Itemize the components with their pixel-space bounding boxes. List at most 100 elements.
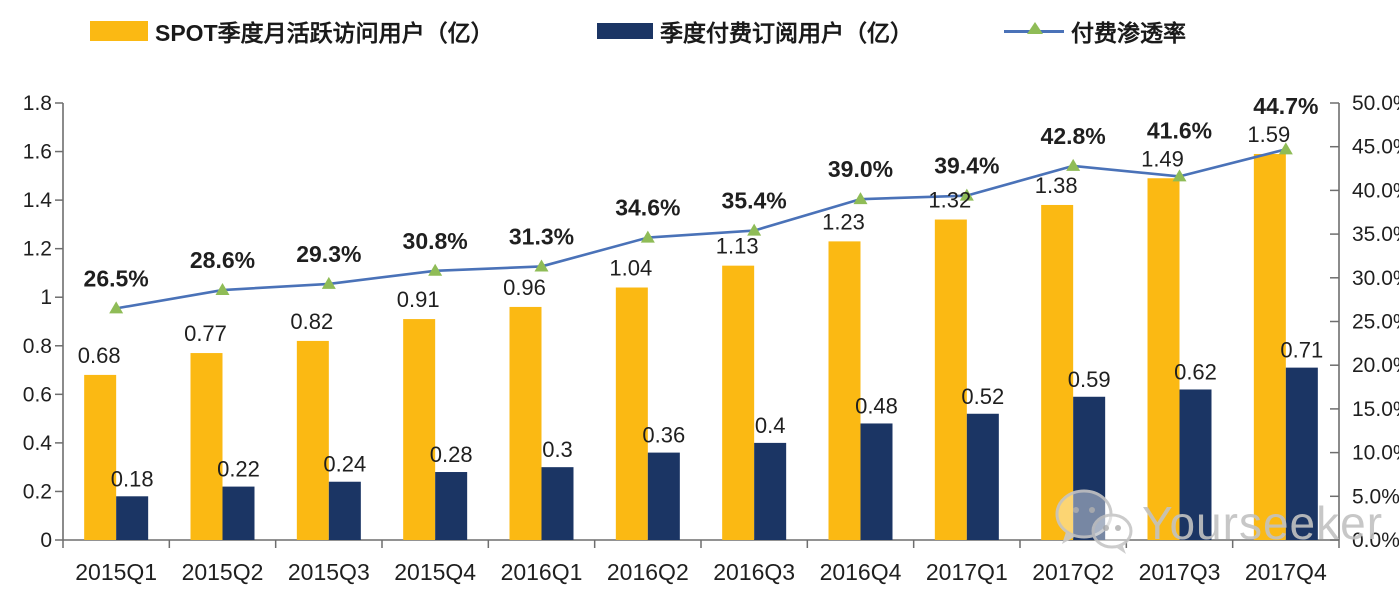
penetration-value-label: 29.3% (296, 241, 361, 267)
right-axis-tick-label: 10.0% (1352, 442, 1399, 465)
subs-bar (222, 486, 255, 540)
mau-bar (296, 340, 329, 540)
left-axis-tick-label: 0.6 (23, 383, 52, 406)
subs-value-label: 0.3 (542, 437, 573, 462)
x-axis-label: 2016Q1 (501, 559, 583, 585)
x-axis-label: 2017Q4 (1245, 559, 1327, 585)
mau-bar (1041, 204, 1074, 540)
penetration-marker (109, 301, 124, 314)
left-axis-tick-label: 1.4 (23, 189, 53, 212)
left-axis-tick-label: 0.4 (23, 432, 53, 455)
left-axis-tick-label: 1 (40, 286, 52, 309)
penetration-value-label: 41.6% (1147, 117, 1212, 143)
subs-value-label: 0.36 (642, 423, 685, 448)
legend-item-mau: SPOT季度月活跃访问用户（亿） (90, 14, 494, 48)
right-axis-tick-label: 0.0% (1352, 529, 1399, 552)
penetration-marker (428, 263, 443, 276)
mau-bar (403, 319, 436, 540)
x-axis-label: 2017Q3 (1139, 559, 1221, 585)
subs-bar (541, 467, 574, 540)
mau-bar (722, 265, 755, 540)
left-axis-tick-label: 0.2 (23, 480, 52, 503)
penetration-marker (959, 188, 974, 201)
penetration-value-label: 26.5% (84, 265, 149, 291)
x-axis-label: 2017Q2 (1032, 559, 1114, 585)
penetration-marker (1066, 158, 1081, 171)
penetration-value-label: 44.7% (1253, 93, 1318, 119)
penetration-value-label: 35.4% (722, 188, 787, 214)
penetration-marker (534, 259, 549, 272)
penetration-line (115, 148, 1287, 310)
right-axis-tick-label: 15.0% (1352, 398, 1399, 421)
subs-bar (966, 413, 999, 540)
penetration-marker (747, 223, 762, 236)
right-axis-tick-label: 50.0% (1352, 92, 1399, 115)
right-axis-tick-label: 5.0% (1352, 485, 1399, 508)
penetration-value-label: 28.6% (190, 247, 255, 273)
penetration-series-swatch (1004, 22, 1064, 38)
x-axis-label: 2015Q2 (182, 559, 264, 585)
left-axis-tick-label: 1.2 (23, 238, 52, 261)
x-axis-label: 2016Q4 (820, 559, 902, 585)
x-axis-label: 2015Q1 (75, 559, 157, 585)
penetration-marker (321, 276, 336, 289)
legend-label-subs: 季度付费订阅用户（亿） (660, 20, 913, 46)
right-axis-tick-label: 40.0% (1352, 179, 1399, 202)
mau-value-label: 0.77 (184, 321, 227, 346)
mau-bar (509, 306, 542, 540)
penetration-marker (1172, 169, 1187, 182)
subs-bar (435, 472, 468, 540)
penetration-value-label: 42.8% (1041, 123, 1106, 149)
subs-value-label: 0.22 (217, 457, 260, 482)
mau-bar (1147, 178, 1180, 540)
subs-bar (1285, 367, 1318, 540)
right-axis-tick-label: 30.0% (1352, 267, 1399, 290)
legend-label-penetration: 付费渗透率 (1071, 20, 1186, 46)
subs-bar (1179, 389, 1212, 540)
left-axis-tick-label: 0 (40, 529, 52, 552)
right-axis-tick-label: 25.0% (1352, 311, 1399, 334)
penetration-value-label: 30.8% (403, 228, 468, 254)
subs-bar (328, 481, 361, 540)
penetration-marker (853, 192, 868, 205)
subs-value-label: 0.28 (430, 442, 473, 467)
legend-item-penetration: 付费渗透率 (1004, 14, 1186, 48)
left-axis-tick-label: 1.8 (23, 92, 52, 115)
left-axis-tick-label: 1.6 (23, 141, 52, 164)
mau-value-label: 0.82 (290, 309, 333, 334)
subs-value-label: 0.62 (1174, 359, 1217, 384)
mau-value-label: 1.38 (1035, 173, 1078, 198)
mau-value-label: 0.96 (503, 275, 546, 300)
subs-value-label: 0.52 (961, 384, 1004, 409)
mau-value-label: 1.59 (1247, 122, 1290, 147)
legend-label-mau: SPOT季度月活跃访问用户（亿） (155, 20, 494, 46)
mau-bar (615, 287, 648, 540)
left-axis-tick-label: 0.8 (23, 335, 52, 358)
x-axis-label: 2016Q2 (607, 559, 689, 585)
mau-bar (828, 241, 861, 540)
mau-value-label: 1.32 (928, 188, 971, 213)
chart-legend: SPOT季度月活跃访问用户（亿） 季度付费订阅用户（亿） 付费渗透率 (0, 0, 1399, 56)
legend-item-subs: 季度付费订阅用户（亿） (597, 14, 913, 48)
subs-value-label: 0.48 (855, 393, 898, 418)
subs-value-label: 0.71 (1280, 338, 1323, 363)
mau-bar (190, 353, 223, 540)
triangle-marker-icon (1027, 22, 1043, 34)
penetration-value-label: 31.3% (509, 223, 574, 249)
subs-bar (116, 496, 149, 540)
right-axis-tick-label: 35.0% (1352, 223, 1399, 246)
mau-bar (84, 374, 117, 540)
penetration-marker (1278, 142, 1293, 155)
x-axis-label: 2016Q3 (713, 559, 795, 585)
x-axis-label: 2015Q3 (288, 559, 370, 585)
mau-bar (1253, 153, 1286, 540)
subs-series-swatch (597, 23, 653, 39)
x-axis-label: 2015Q4 (394, 559, 476, 585)
mau-value-label: 1.04 (609, 256, 652, 281)
mau-bar (934, 219, 967, 541)
mau-value-label: 1.23 (822, 209, 865, 234)
subs-bar (647, 452, 680, 540)
right-axis-tick-label: 45.0% (1352, 136, 1399, 159)
